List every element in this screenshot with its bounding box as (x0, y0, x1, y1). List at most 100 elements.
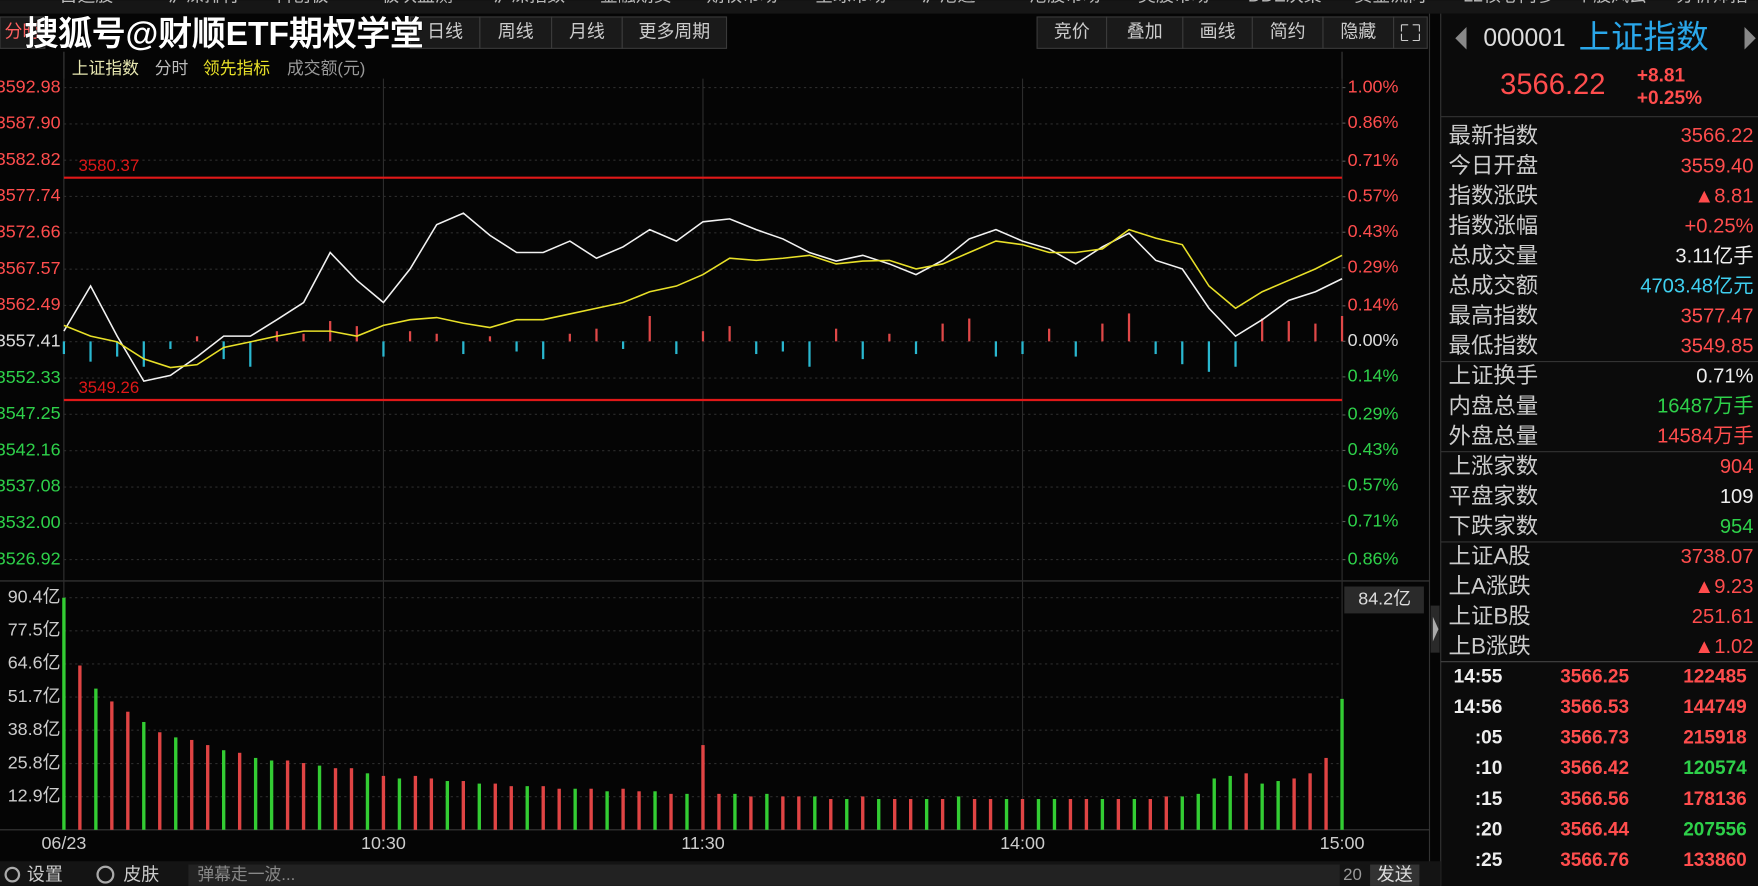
menu-item[interactable]: DDE决策 (1248, 0, 1322, 6)
indicator-bar (808, 341, 811, 367)
indicator-bar (755, 341, 758, 355)
settings-icon[interactable] (4, 866, 21, 883)
y-tick-label: 3567.57 (0, 258, 61, 278)
toolbar-label: 竞价 (1054, 21, 1090, 41)
volume-bar (781, 796, 785, 830)
y-tick-label: 51.7亿 (8, 686, 61, 706)
menu-item[interactable]: 沪深指数 (493, 0, 565, 6)
volume-bar (956, 796, 961, 830)
tick-price: 3566.44 (1560, 819, 1629, 840)
indicator-bar (675, 341, 678, 355)
x-tick-label: 11:30 (681, 833, 725, 853)
indicator-bar (914, 341, 918, 355)
indicator-bar (728, 326, 731, 342)
volume-bar (1068, 798, 1073, 830)
top-menu-bar (0, 0, 1758, 14)
send-button[interactable] (1370, 864, 1420, 886)
next-arrow[interactable] (1744, 27, 1756, 50)
row-label: 总成交量 (1449, 243, 1539, 268)
volume-bar (893, 798, 897, 830)
menu-item[interactable]: 期权市场 (706, 0, 778, 6)
y-tick-label: 3526.92 (0, 548, 61, 568)
tick-volume: 144749 (1683, 697, 1747, 718)
x-tick-label: 10:30 (361, 833, 406, 853)
volume-bar (765, 793, 769, 830)
menu-item[interactable]: 金融期货 (600, 0, 672, 6)
volume-bar (78, 665, 82, 830)
toolbar-button[interactable] (1251, 16, 1324, 49)
tick-time: 14:56 (1454, 697, 1503, 718)
menu-item[interactable]: 分析师指 (1676, 0, 1748, 6)
indicator-bar (382, 341, 385, 357)
skin[interactable]: 皮肤 (123, 865, 159, 885)
y-tick-label: 3582.82 (0, 149, 61, 169)
row-value: 954 (1720, 516, 1754, 538)
toolbar-button[interactable] (479, 16, 553, 49)
volume-bar (605, 791, 609, 830)
indicator-bar (1048, 328, 1051, 342)
indicator-bar (1181, 341, 1184, 365)
menu-item[interactable]: L2核心内参 (1463, 0, 1555, 6)
volume-bar (541, 786, 545, 830)
toolbar-label: 画线 (1200, 21, 1236, 41)
volume-bar (1244, 773, 1248, 830)
indicator-bar (994, 341, 998, 357)
menu-item[interactable]: 科创板 (275, 0, 329, 6)
y-tick-label: 3587.90 (0, 113, 61, 133)
indicator-bar (1154, 341, 1157, 355)
volume-bar (397, 778, 402, 830)
indicator-bar (968, 318, 971, 342)
row-label: 内盘总量 (1449, 393, 1539, 418)
y2-tick-label: 0.71% (1348, 510, 1399, 530)
tick-price: 3566.76 (1560, 850, 1629, 871)
volume-bar (637, 791, 641, 830)
fullscreen-button[interactable] (1393, 16, 1428, 49)
menu-item[interactable]: 沪深排行 (168, 0, 240, 6)
row-value: ▲9.23 (1694, 576, 1753, 598)
stock-code: 000001 (1483, 25, 1565, 52)
y2-tick-label: 0.14% (1348, 366, 1399, 386)
toolbar-button[interactable] (621, 16, 728, 49)
row-value: 3.11亿手 (1675, 244, 1753, 267)
volume-bar (158, 732, 162, 830)
menu-item[interactable]: 资金流向 (1354, 0, 1426, 6)
volume-bar (589, 788, 593, 830)
volume-bar (1212, 778, 1216, 830)
row-label: 今日开盘 (1449, 153, 1539, 178)
indicator-bar (834, 328, 838, 342)
menu-item[interactable]: 沪港通 (922, 0, 976, 6)
menu-item[interactable]: 板块监测 (381, 0, 453, 6)
toolbar-button[interactable] (0, 16, 46, 49)
volume-bar (573, 788, 577, 830)
indicator-bar (1234, 341, 1237, 367)
volume-bar (445, 781, 450, 830)
row-value: 3559.40 (1681, 155, 1754, 177)
volume-bar (142, 721, 146, 830)
indicator-bar (648, 315, 651, 342)
tick-time: :05 (1475, 728, 1503, 749)
cursor-label-box (1344, 586, 1424, 614)
volume-bar (877, 798, 881, 830)
toolbar-button[interactable] (1106, 16, 1184, 49)
volume-bar (333, 768, 338, 830)
y-tick-label: 3542.16 (0, 439, 61, 459)
low-line-label: 3549.26 (78, 378, 139, 397)
volume-bar (1196, 793, 1200, 830)
skin-icon[interactable] (96, 865, 115, 884)
x-tick-label: 06/23 (41, 833, 86, 853)
send[interactable]: 发送 (1377, 865, 1413, 885)
settings[interactable]: 设置 (27, 865, 63, 885)
indicator-bar (1074, 341, 1077, 357)
menu-item[interactable]: 个股风云 (1575, 0, 1647, 6)
volume-bar (110, 701, 114, 830)
row-label: 指数涨跌 (1449, 183, 1539, 208)
menu-item[interactable]: 自选股 (59, 0, 113, 6)
menu-item[interactable]: 美股市场 (1138, 0, 1210, 6)
prev-arrow[interactable] (1455, 27, 1467, 50)
volume-bar (972, 798, 977, 830)
volume-bar (525, 786, 529, 830)
menu-item[interactable]: 全球市场 (815, 0, 887, 6)
danmaku-input[interactable] (188, 864, 1340, 886)
row-value: 14584万手 (1657, 425, 1753, 448)
menu-item[interactable]: 港股市场 (1029, 0, 1101, 6)
